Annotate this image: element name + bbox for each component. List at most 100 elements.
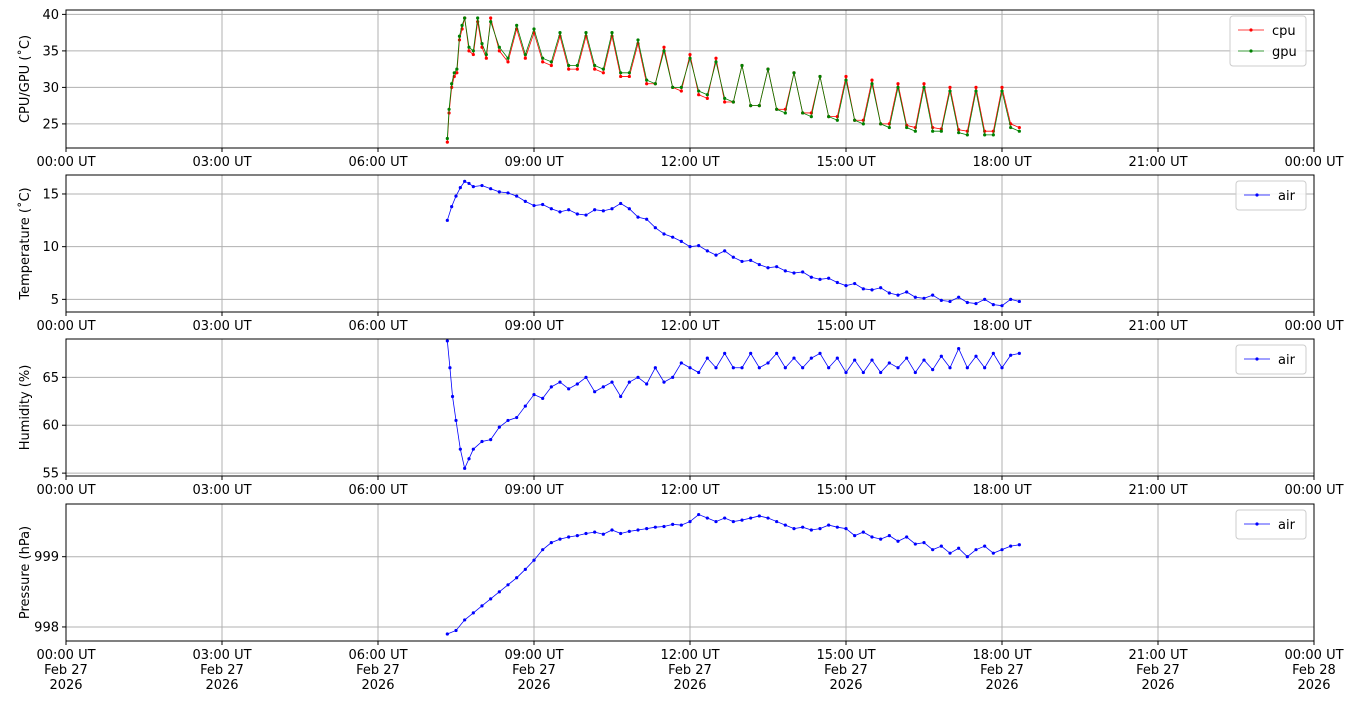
data-point <box>931 293 935 297</box>
x-tick-label-line: 12:00 UT <box>660 483 719 498</box>
data-point <box>445 218 449 222</box>
data-point <box>558 31 562 35</box>
data-point <box>532 27 536 31</box>
y-axis-label: CPU/GPU (˚C) <box>17 35 33 123</box>
legend: air <box>1235 180 1307 211</box>
data-point <box>593 390 597 394</box>
data-point <box>896 366 900 370</box>
x-tick-label-line: 09:00 UT <box>504 319 563 334</box>
data-point <box>983 366 987 370</box>
data-point <box>931 548 935 552</box>
data-point <box>619 74 623 79</box>
data-point <box>948 85 952 89</box>
data-point <box>801 111 805 115</box>
data-point <box>593 208 597 212</box>
x-tick-label: 03:00 UT Feb 27 2026 <box>192 648 251 693</box>
data-point <box>541 60 545 64</box>
x-tick-label: 09:00 UT <box>504 155 563 170</box>
legend-box <box>1235 509 1307 540</box>
data-point <box>931 368 935 372</box>
data-point <box>974 548 978 552</box>
data-point <box>922 82 926 86</box>
data-point <box>679 239 683 243</box>
legend-box <box>1229 15 1307 67</box>
data-point <box>636 215 640 219</box>
data-point <box>457 34 462 38</box>
data-point <box>991 351 995 355</box>
x-tick-label: 12:00 UT <box>660 483 719 498</box>
data-point <box>844 284 848 288</box>
data-point <box>870 535 874 539</box>
data-point <box>567 67 571 71</box>
data-point <box>601 67 605 71</box>
data-point <box>662 45 666 49</box>
data-point <box>939 544 943 548</box>
data-point <box>905 290 909 294</box>
data-point <box>896 85 900 89</box>
data-point <box>636 38 640 42</box>
data-point <box>458 186 462 190</box>
legend-marker-gpu <box>1249 49 1253 53</box>
data-point <box>896 293 900 297</box>
x-tick-label: 03:00 UT <box>192 155 251 170</box>
data-point <box>697 512 701 517</box>
data-point <box>714 519 718 524</box>
data-point <box>645 382 649 386</box>
data-point <box>896 82 900 86</box>
data-point <box>627 529 631 534</box>
data-point <box>541 548 545 552</box>
data-point <box>593 530 597 534</box>
data-point <box>974 85 978 89</box>
data-point <box>523 404 527 408</box>
axes-frame <box>65 9 1315 149</box>
data-point <box>913 542 917 546</box>
data-point <box>887 361 891 365</box>
x-tick-label: 15:00 UT <box>816 319 875 334</box>
data-point <box>619 531 623 536</box>
data-point <box>965 366 969 370</box>
axes-frame <box>65 338 1315 477</box>
data-point <box>584 213 588 217</box>
data-point <box>679 85 683 89</box>
data-point <box>1009 353 1013 357</box>
data-point <box>484 52 488 57</box>
data-point <box>879 286 883 290</box>
data-point <box>567 63 571 68</box>
data-point <box>853 118 857 122</box>
data-point <box>835 525 839 529</box>
legend: air <box>1235 509 1307 540</box>
x-tick-label: 18:00 UT Feb 27 2026 <box>972 648 1031 693</box>
series-line-air <box>446 340 1020 470</box>
data-point <box>567 535 571 539</box>
legend-box <box>1235 344 1307 375</box>
data-point <box>463 179 467 183</box>
x-tick-label-line: 00:00 UT <box>1284 483 1343 498</box>
data-point <box>1017 543 1021 547</box>
data-point <box>506 583 510 587</box>
x-tick-label-line: 00:00 UT <box>36 319 95 334</box>
data-point <box>1000 548 1004 552</box>
data-point <box>653 366 657 370</box>
data-point <box>714 366 718 370</box>
data-point <box>1017 129 1021 133</box>
data-point <box>723 351 727 355</box>
data-point <box>991 133 995 137</box>
data-point <box>844 370 848 375</box>
data-point <box>471 52 475 57</box>
data-point <box>523 567 527 571</box>
y-tick-label: 60 <box>42 419 59 434</box>
x-tick-label-line: 12:00 UT <box>660 319 719 334</box>
data-point <box>627 380 631 384</box>
x-tick-label: 00:00 UT <box>1284 155 1343 170</box>
data-point <box>757 262 761 267</box>
data-point <box>575 67 579 71</box>
data-point <box>957 546 961 550</box>
x-tick-label-line: Feb 27 <box>512 663 556 678</box>
panel-3: 00:00 UT 03:00 UT 06:00 UT 09:00 UT 12:00 UT… <box>18 338 1344 498</box>
x-tick-label-line: 15:00 UT <box>816 319 875 334</box>
data-point <box>480 604 484 608</box>
y-axis-label: Pressure (hPa) <box>18 526 33 619</box>
x-tick-label: 18:00 UT <box>972 319 1031 334</box>
data-point <box>627 207 631 211</box>
data-point <box>757 104 761 108</box>
